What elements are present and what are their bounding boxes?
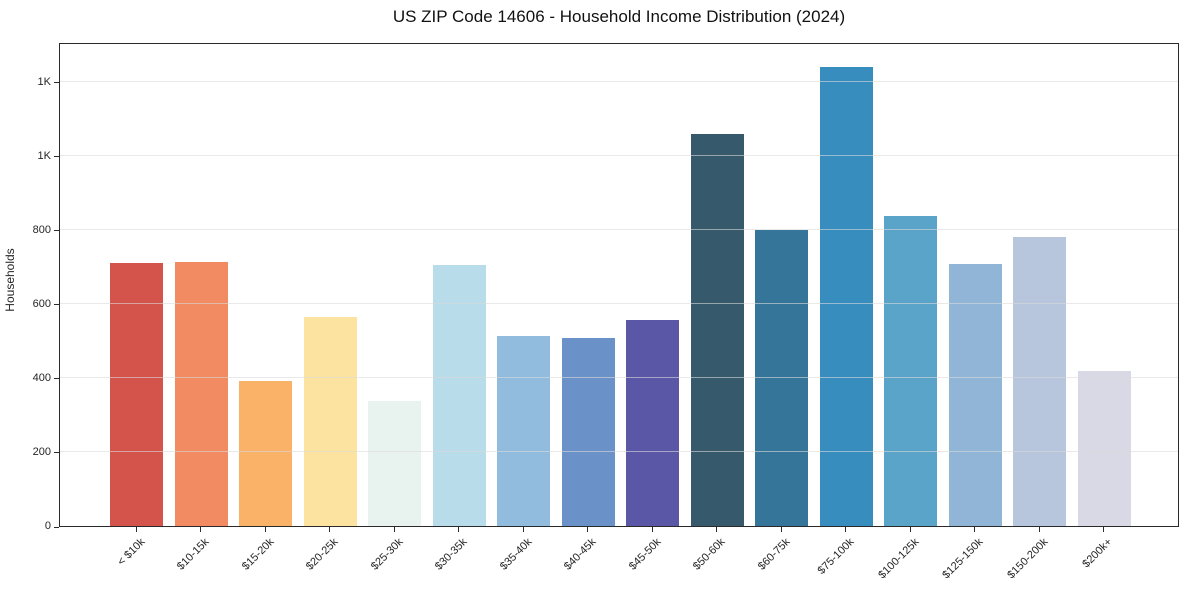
x-tick-label: < $10k: [114, 536, 147, 569]
y-tick-mark: [54, 156, 59, 158]
gridline: [60, 451, 1178, 452]
bar-4: [303, 317, 357, 526]
bar-12: [819, 67, 873, 526]
bar-15: [1013, 236, 1067, 526]
x-tick-mark: [264, 527, 266, 532]
x-tick-mark: [651, 527, 653, 532]
chart-title: US ZIP Code 14606 - Household Income Dis…: [392, 7, 846, 26]
y-tick-label: 1K: [37, 75, 51, 88]
y-tick-label: 200: [32, 445, 51, 458]
gridline: [60, 228, 1178, 230]
bar-1: [110, 263, 163, 526]
x-tick-mark: [458, 527, 460, 532]
x-tick-mark: [587, 527, 589, 532]
bar-14: [948, 264, 1002, 526]
x-tick-mark: [845, 527, 847, 532]
gridline: [60, 80, 1178, 82]
x-tick-mark: [1038, 527, 1040, 532]
x-tick-mark: [1103, 527, 1105, 532]
bar-13: [884, 215, 938, 526]
y-tick-mark: [54, 526, 59, 528]
gridline: [60, 154, 1178, 156]
x-tick-mark: [909, 527, 911, 532]
y-tick-label: 800: [32, 223, 51, 236]
y-tick-mark: [54, 304, 59, 306]
x-tick-mark: [135, 527, 137, 532]
x-tick-mark: [974, 527, 976, 532]
x-tick-mark: [393, 527, 395, 532]
bar-7: [497, 336, 551, 526]
x-tick-mark: [329, 527, 331, 532]
y-tick-mark: [54, 378, 59, 380]
y-tick-mark: [54, 452, 59, 454]
plot-area: [59, 43, 1179, 527]
gridline: [60, 302, 1178, 304]
bar-16: [1077, 370, 1131, 526]
x-tick-mark: [780, 527, 782, 532]
x-tick-mark: [522, 527, 524, 532]
bar-10: [690, 134, 744, 526]
y-tick-label: 400: [32, 371, 51, 384]
bar-5: [368, 400, 422, 526]
y-tick-mark: [54, 82, 59, 84]
x-tick-mark: [200, 527, 202, 532]
bar-2: [174, 262, 228, 526]
y-tick-label: 600: [32, 297, 51, 310]
y-tick-label: 1K: [37, 149, 51, 162]
bar-8: [561, 338, 615, 526]
x-tick-mark: [716, 527, 718, 532]
bar-6: [432, 265, 486, 526]
y-tick-label: 0: [44, 520, 51, 532]
bar-3: [239, 380, 293, 526]
bar-9: [626, 319, 680, 526]
y-tick-mark: [54, 230, 59, 232]
gridline: [60, 377, 1178, 378]
